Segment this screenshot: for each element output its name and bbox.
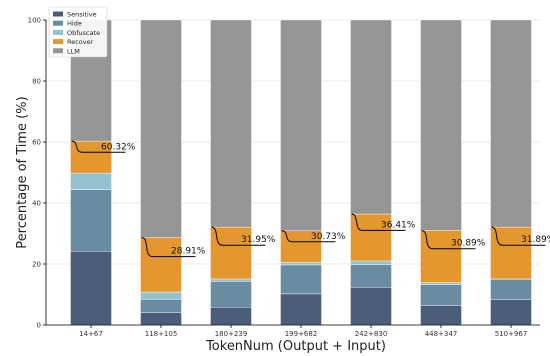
bar-segment [281, 20, 322, 231]
legend-swatch [53, 21, 63, 26]
y-axis-title: Percentage of Time (%) [15, 96, 30, 248]
bar-segment [281, 262, 322, 265]
bar-segment [211, 307, 252, 325]
y-tick-label: 40 [32, 200, 41, 208]
legend-label: Hide [67, 20, 82, 28]
percentage-label: 28.91% [171, 247, 206, 257]
x-tick-label: 199+682 [285, 330, 318, 338]
x-tick-label: 510+967 [495, 330, 528, 338]
x-tick-label: 448+347 [425, 330, 458, 338]
percentage-label: 31.95% [241, 235, 276, 245]
x-tick-label: 14+67 [79, 330, 103, 338]
legend-label: Obfuscate [67, 29, 100, 37]
percentage-label: 31.89% [521, 235, 550, 245]
bar-segment [421, 20, 462, 230]
x-tick-label: 118+105 [145, 330, 178, 338]
bar-segment [71, 190, 112, 252]
bar-segment [281, 294, 322, 325]
bar-segment [211, 20, 252, 227]
bar-segment [351, 20, 392, 214]
bar-segment [211, 281, 252, 307]
bar-segment [491, 279, 532, 299]
y-tick-label: 80 [32, 78, 41, 86]
y-tick-label: 60 [32, 139, 41, 147]
bar-segment [421, 285, 462, 306]
bar-segment [491, 300, 532, 325]
legend-label: Recover [67, 38, 94, 46]
bar-segment [141, 313, 182, 325]
x-axis-title: TokenNum (Output + Input) [205, 339, 386, 354]
bar-segment [421, 306, 462, 325]
bar-segment [351, 261, 392, 265]
legend-label: LLM [67, 47, 80, 55]
legend-swatch [53, 30, 63, 35]
percentage-label: 30.89% [451, 239, 486, 249]
bar-segment [281, 265, 322, 294]
x-tick-label: 180+239 [215, 330, 248, 338]
legend-swatch [53, 12, 63, 17]
legend-swatch [53, 39, 63, 44]
legend-swatch [53, 48, 63, 53]
x-tick-label: 242+830 [355, 330, 388, 338]
y-tick-label: 0 [37, 322, 41, 330]
bar-segment [211, 279, 252, 281]
y-tick-label: 100 [28, 17, 41, 25]
percentage-label: 36.41% [381, 220, 416, 230]
percentage-label: 30.73% [311, 232, 346, 242]
y-tick-label: 20 [32, 261, 41, 269]
bar-segment [141, 20, 182, 237]
bar-segment [141, 292, 182, 299]
bars [71, 20, 532, 325]
legend-label: Sensitive [67, 11, 97, 19]
bar-segment [491, 20, 532, 227]
bar-segment [71, 251, 112, 325]
percentage-label: 60.32% [101, 142, 136, 152]
bar-segment [421, 283, 462, 285]
bar-segment [351, 287, 392, 325]
bar-segment [71, 173, 112, 189]
bar-segment [351, 265, 392, 288]
bar-segment [141, 299, 182, 312]
